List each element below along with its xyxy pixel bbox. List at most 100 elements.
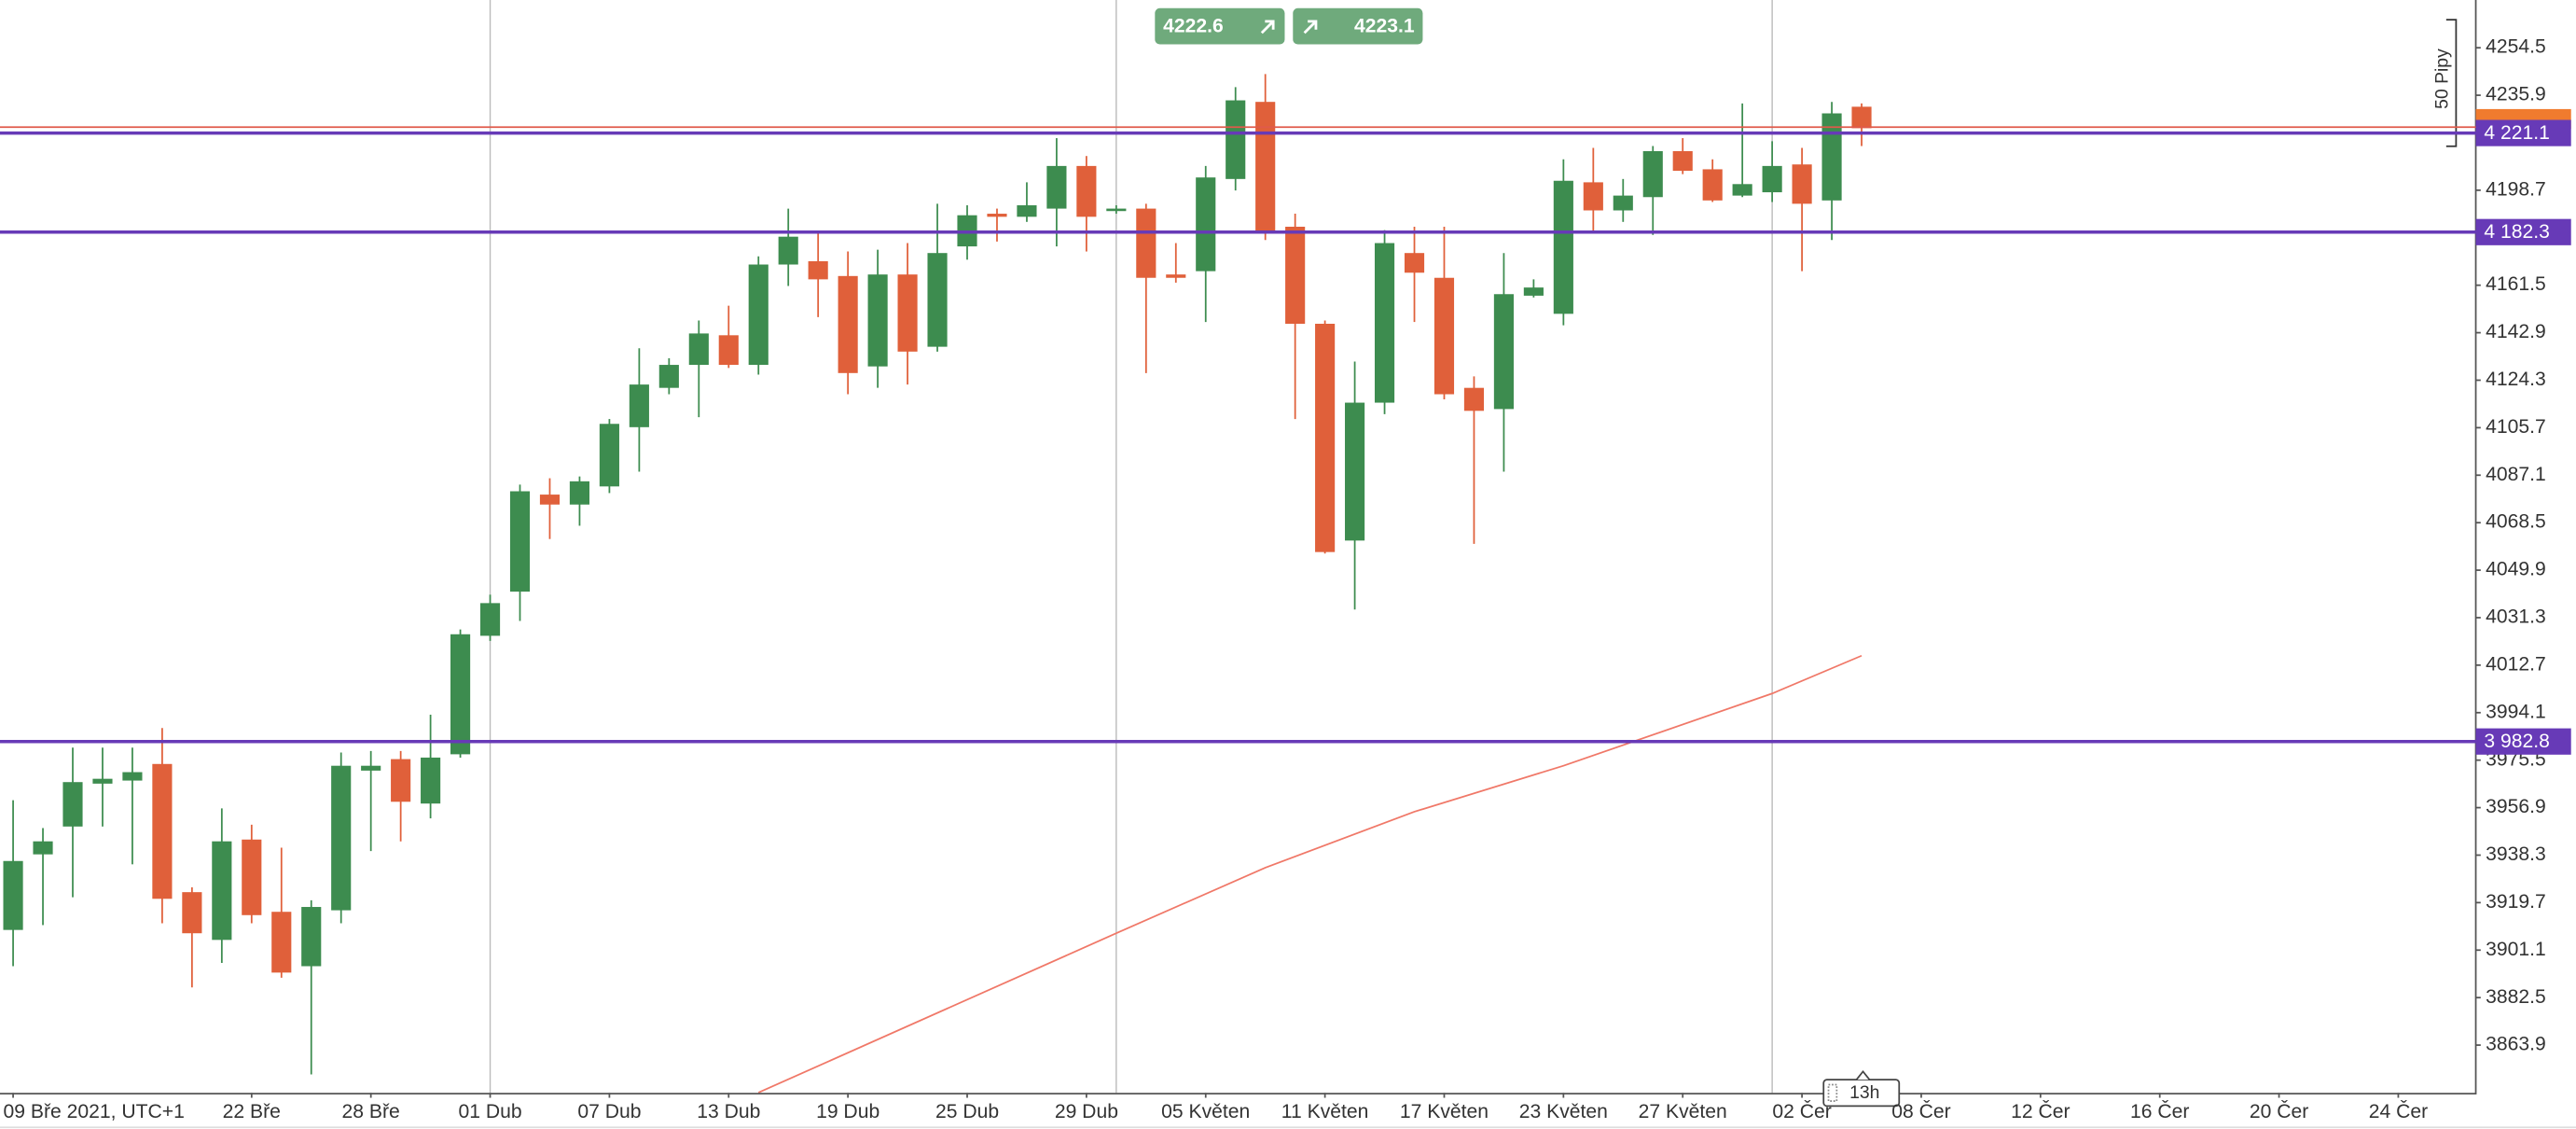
buy-button-bg[interactable] [1293,7,1423,45]
candle-body [62,782,83,827]
timeframe-pointer [1855,1069,1871,1080]
candle-body [361,765,381,771]
x-tick-label: 22 Bře [223,1101,281,1122]
candle-body [1583,182,1603,211]
candle-body [688,333,709,366]
x-tick-label: 11 Květen [1281,1101,1369,1122]
candle-body [1345,402,1365,541]
x-tick-label: 09 Bře 2021, UTC+1 [3,1101,184,1122]
candle-body [450,634,471,755]
candle-body [1821,113,1842,201]
candle-body [1255,102,1276,234]
candle-body [1762,165,1782,193]
x-tick-label: 08 Čer [1891,1101,1950,1122]
moving-average-line [757,654,1863,1094]
candle-body [1404,253,1425,273]
candle-body [212,841,232,941]
candle-body [331,765,352,911]
candle-body [808,260,828,280]
buy-button[interactable]: 4223.1 [1293,7,1423,45]
candle-body [1285,227,1306,324]
candle-body [391,759,411,802]
candle-body [1433,277,1455,395]
y-tick-label: 4105.7 [2486,416,2546,438]
candle-body [33,841,53,855]
buy-price[interactable]: 4223.1 [1354,16,1415,37]
candle-body [1672,151,1693,172]
candle-body [509,491,531,592]
candle-body [182,892,202,934]
level-label: 4 182.3 [2484,221,2549,243]
x-tick-label: 01 Dub [458,1101,521,1122]
candle-body [658,365,679,388]
candle-body [122,772,143,781]
x-tick-label: 13 Dub [697,1101,760,1122]
candle-body [867,274,888,367]
candle-body [1017,205,1037,217]
y-tick-label: 4235.9 [2486,84,2546,105]
candle-body [479,603,501,636]
x-tick-label: 17 Květen [1400,1101,1489,1122]
candle-body [3,860,23,930]
candle-body [1196,177,1216,272]
candle-body [897,274,918,352]
y-tick-label: 3956.9 [2486,796,2546,817]
y-tick-label: 4161.5 [2486,273,2546,295]
y-tick-label: 4087.1 [2486,464,2546,485]
candle-body [748,264,769,366]
candle-body [1315,323,1336,552]
candle-body [242,839,262,915]
x-tick-label: 12 Čer [2011,1101,2070,1122]
x-tick-label: 05 Květen [1161,1101,1250,1122]
y-tick-label: 4142.9 [2486,321,2546,342]
sell-button[interactable]: 4222.6 [1155,7,1285,45]
x-tick-label: 20 Čer [2250,1101,2308,1122]
buy-icon[interactable] [1303,20,1318,35]
candle-body [1226,100,1246,179]
candle-body [599,424,619,487]
candle-body [569,481,590,505]
x-tick-label: 28 Bře [342,1101,400,1122]
candle-body [838,275,858,373]
x-tick-label: 23 Květen [1519,1101,1608,1122]
candle-body [421,757,441,804]
candle-body [718,335,739,366]
y-tick-label: 3938.3 [2486,843,2546,865]
level-tag [2475,728,2571,755]
y-tick-label: 4031.3 [2486,606,2546,628]
y-tick-label: 3863.9 [2486,1034,2546,1055]
sell-price[interactable]: 4222.6 [1163,16,1224,37]
timeframe-tag[interactable]: 13h [1822,1069,1901,1108]
candle-body [1732,184,1752,196]
timeframe-icon [1827,1083,1838,1102]
candle-body [629,384,649,427]
candle-body [987,214,1007,217]
candle-body [1076,165,1097,217]
level-label: 4 221.1 [2484,122,2549,144]
timeframe-label[interactable]: 13h [1849,1082,1879,1103]
pip-bracket [2445,19,2458,147]
x-tick-label: 16 Čer [2130,1101,2189,1122]
candle-body [1046,165,1067,209]
candle-body [1553,180,1573,314]
sell-icon[interactable] [1260,20,1275,35]
candle-body [1166,274,1186,278]
y-tick-label: 3919.7 [2486,891,2546,913]
candle-body [1702,169,1723,201]
candle-body [271,912,292,973]
candle-body [1463,387,1485,411]
y-tick-label: 4198.7 [2486,178,2546,200]
x-tick-label: 27 Květen [1639,1101,1727,1122]
candle-body [778,236,798,265]
x-tick-label: 24 Čer [2369,1101,2428,1122]
candle-body [92,778,113,784]
candle-body [1136,208,1156,278]
x-tick-label: 19 Dub [816,1101,879,1122]
x-tick-label: 25 Dub [935,1101,999,1122]
x-tick-label: 02 Čer [1772,1101,1831,1122]
candle-body [1374,243,1395,403]
level-tag [2475,218,2571,245]
plot-area [3,0,1872,1094]
sell-button-bg[interactable] [1155,7,1285,45]
